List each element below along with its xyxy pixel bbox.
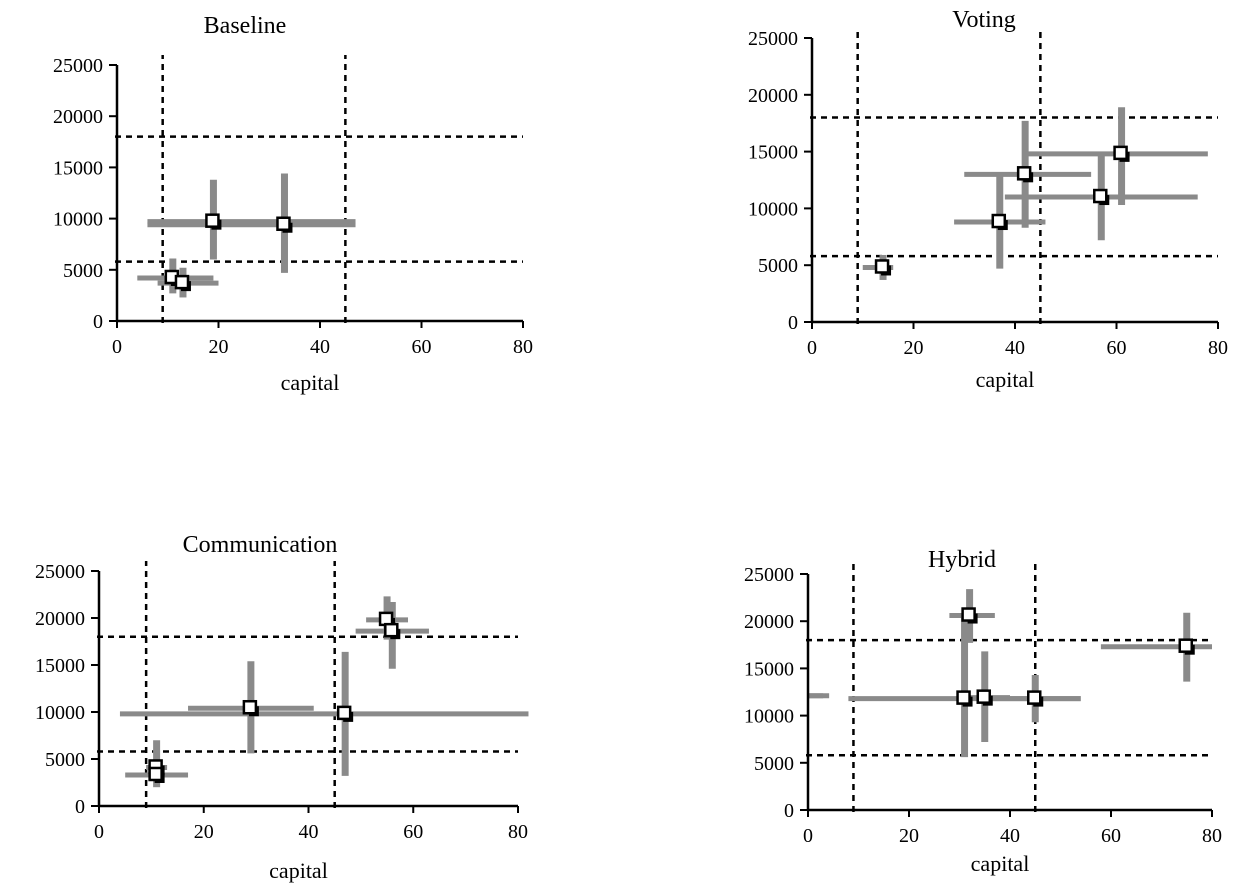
x-tick-label: 60 bbox=[1107, 337, 1127, 359]
data-point bbox=[148, 766, 163, 782]
y-tick-label: 15000 bbox=[53, 157, 103, 179]
x-tick-label: 80 bbox=[1202, 825, 1222, 847]
chart-title: Communication bbox=[183, 532, 338, 558]
data-point bbox=[1016, 166, 1032, 181]
y-tick-label: 15000 bbox=[35, 655, 85, 677]
y-tick-label: 5000 bbox=[63, 260, 103, 282]
x-tick-label: 0 bbox=[807, 337, 817, 359]
y-tick-label: 20000 bbox=[53, 106, 103, 128]
y-tick-label: 5000 bbox=[45, 749, 85, 771]
x-axis-label: capital bbox=[976, 367, 1035, 392]
y-tick-label: 10000 bbox=[53, 209, 103, 231]
y-tick-label: 15000 bbox=[744, 658, 794, 680]
baseline-panel: Baseline 0 5000 10000 15000 20000 25000 0 20 40 60… bbox=[53, 13, 533, 395]
x-tick-label: 80 bbox=[508, 821, 528, 843]
x-tick-label: 40 bbox=[310, 336, 330, 358]
chart-title: Voting bbox=[952, 7, 1016, 33]
x-axis-label: capital bbox=[971, 851, 1030, 876]
x-tick-label: 0 bbox=[112, 336, 122, 358]
data-point bbox=[384, 622, 399, 638]
y-tick-label: 5000 bbox=[754, 753, 794, 775]
data-point bbox=[1113, 145, 1128, 161]
y-tick-label: 0 bbox=[788, 312, 798, 334]
y-tick-label: 0 bbox=[75, 796, 85, 818]
voting-panel: Voting 0 5000 10000 15000 20000 25000 0 20 40 60 80… bbox=[748, 7, 1228, 392]
hybrid-panel: Hybrid 0 5000 10000 15000 20000 25000 0 20 40 60 80… bbox=[744, 547, 1222, 876]
y-tick-label: 20000 bbox=[744, 611, 794, 633]
data-point bbox=[961, 607, 976, 622]
data-point bbox=[976, 689, 991, 704]
data-point bbox=[174, 274, 190, 290]
y-tick-label: 0 bbox=[93, 311, 103, 333]
y-tick-label: 5000 bbox=[758, 255, 798, 277]
x-tick-label: 80 bbox=[1208, 337, 1228, 359]
data-point bbox=[956, 690, 971, 705]
x-axis-label: capital bbox=[281, 370, 340, 395]
y-tick-label: 20000 bbox=[748, 85, 798, 107]
y-tick-label: 10000 bbox=[744, 706, 794, 728]
x-tick-label: 80 bbox=[513, 336, 533, 358]
data-point bbox=[336, 705, 352, 721]
data-point bbox=[1178, 638, 1193, 653]
x-tick-label: 0 bbox=[803, 825, 813, 847]
x-tick-label: 60 bbox=[403, 821, 423, 843]
x-tick-label: 40 bbox=[299, 821, 319, 843]
y-tick-label: 25000 bbox=[744, 564, 794, 586]
y-tick-label: 15000 bbox=[748, 142, 798, 164]
x-tick-label: 0 bbox=[94, 821, 104, 843]
chart-title: Hybrid bbox=[928, 547, 996, 573]
y-tick-label: 0 bbox=[784, 800, 794, 822]
data-point bbox=[1027, 690, 1042, 705]
data-point bbox=[1093, 188, 1108, 204]
communication-panel: Communication 0 5000 10000 15000 20000 25000 0 2… bbox=[35, 532, 529, 883]
x-tick-label: 40 bbox=[1005, 337, 1025, 359]
y-tick-label: 25000 bbox=[748, 28, 798, 50]
x-tick-label: 60 bbox=[412, 336, 432, 358]
y-tick-label: 10000 bbox=[35, 702, 85, 724]
x-tick-label: 20 bbox=[209, 336, 229, 358]
x-tick-label: 20 bbox=[194, 821, 214, 843]
data-point bbox=[242, 699, 258, 715]
y-tick-label: 20000 bbox=[35, 608, 85, 630]
y-tick-label: 25000 bbox=[53, 55, 103, 77]
x-axis-label: capital bbox=[269, 858, 328, 883]
x-tick-label: 20 bbox=[899, 825, 919, 847]
data-point bbox=[205, 213, 220, 228]
chart-title: Baseline bbox=[204, 13, 287, 39]
x-tick-label: 40 bbox=[1000, 825, 1020, 847]
data-point bbox=[276, 216, 291, 231]
y-tick-label: 10000 bbox=[748, 198, 798, 220]
x-tick-label: 60 bbox=[1101, 825, 1121, 847]
x-tick-label: 20 bbox=[904, 337, 924, 359]
y-tick-label: 25000 bbox=[35, 561, 85, 583]
data-point bbox=[874, 259, 890, 274]
data-point bbox=[991, 213, 1007, 229]
